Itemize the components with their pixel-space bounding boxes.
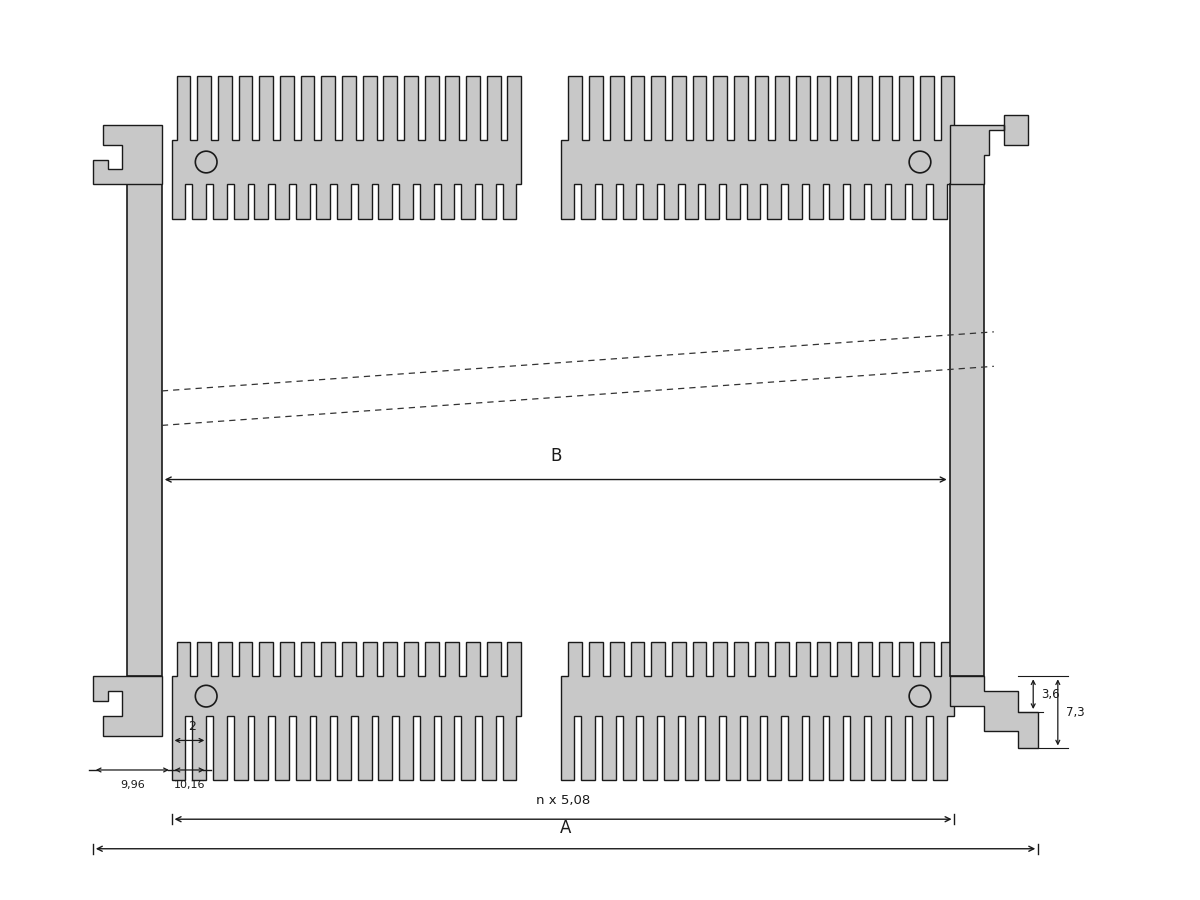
Polygon shape [92, 677, 162, 735]
Text: A: A [560, 819, 571, 837]
Text: 10,16: 10,16 [174, 779, 205, 790]
Text: n x 5,08: n x 5,08 [536, 795, 590, 807]
Text: 2: 2 [188, 720, 197, 733]
Polygon shape [560, 642, 954, 779]
Polygon shape [92, 125, 162, 184]
Polygon shape [172, 76, 521, 219]
Text: 9,96: 9,96 [120, 779, 145, 790]
Polygon shape [949, 677, 1038, 748]
Text: B: B [550, 446, 562, 464]
Text: 3,6: 3,6 [1042, 688, 1060, 701]
Polygon shape [127, 184, 162, 677]
Polygon shape [172, 642, 521, 779]
Polygon shape [949, 115, 1028, 184]
Polygon shape [560, 76, 954, 219]
Text: 7,3: 7,3 [1066, 706, 1085, 719]
Polygon shape [949, 184, 984, 677]
